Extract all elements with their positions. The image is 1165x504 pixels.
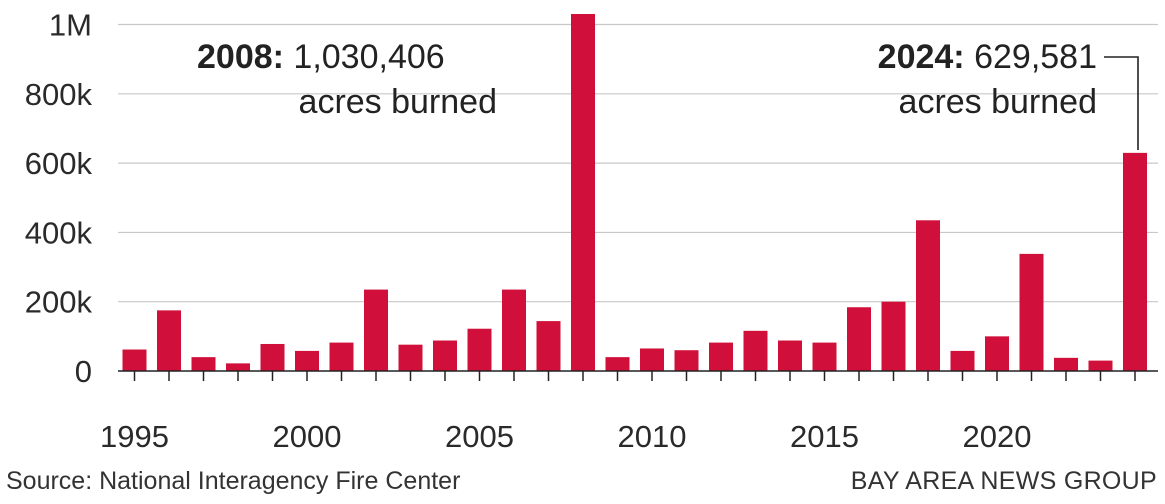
- x-tick-label: 2020: [963, 419, 1032, 454]
- annotation-2008-line1: 2008: 1,030,406: [197, 38, 445, 76]
- y-tick-label: 200k: [25, 285, 93, 320]
- bar-2013: [743, 330, 768, 371]
- credit-label: BAY AREA NEWS GROUP: [850, 467, 1157, 495]
- bar-2016: [847, 307, 871, 371]
- bar-2004: [433, 340, 457, 371]
- bar-2014: [778, 340, 802, 371]
- bar-2002: [364, 289, 388, 371]
- bar-2015: [812, 342, 837, 371]
- bar-1999: [260, 343, 285, 371]
- y-axis-tick-labels: 0 200k 400k 600k 800k 1M: [25, 8, 93, 389]
- bar-2024: [1123, 152, 1147, 371]
- bar-2001: [329, 342, 354, 371]
- annotation-2024-year: 2024:: [878, 38, 965, 76]
- y-tick-label: 1M: [49, 8, 92, 43]
- bars: [122, 14, 1147, 371]
- y-tick-label: 800k: [25, 77, 93, 112]
- bar-2011: [674, 350, 699, 371]
- bar-2019: [950, 350, 975, 371]
- x-tick-label: 2010: [618, 419, 687, 454]
- bar-2012: [709, 342, 733, 371]
- gridlines: [118, 23, 1158, 303]
- bar-1995: [122, 349, 147, 371]
- bar-2010: [640, 348, 664, 371]
- annotation-2024-line2: acres burned: [899, 83, 1097, 121]
- bar-2000: [295, 350, 319, 371]
- bar-2018: [916, 220, 940, 371]
- x-tick-label: 2005: [445, 419, 514, 454]
- bar-2023: [1088, 360, 1113, 371]
- x-tick-label: 1995: [100, 419, 169, 454]
- annotation-2008: 2008: 1,030,406 acres burned: [197, 38, 497, 121]
- annotation-2008-line2: acres burned: [299, 83, 497, 121]
- annotation-2024: 2024: 629,581 acres burned: [878, 38, 1139, 150]
- annotation-2024-value: 629,581: [974, 38, 1097, 76]
- bar-2005: [467, 328, 492, 371]
- bar-2021: [1019, 253, 1044, 371]
- bar-2020: [985, 336, 1009, 371]
- source-note: Source: National Interagency Fire Center: [6, 467, 461, 495]
- y-tick-label: 0: [75, 354, 92, 389]
- bar-2017: [881, 301, 906, 371]
- annotation-2008-value: 1,030,406: [293, 38, 444, 76]
- bar-2008: [571, 14, 595, 371]
- bar-2009: [605, 357, 630, 371]
- y-tick-label: 600k: [25, 146, 93, 181]
- bar-1996: [157, 310, 181, 371]
- bar-2003: [398, 344, 423, 371]
- bar-1998: [226, 363, 250, 371]
- x-tick-label: 2000: [273, 419, 342, 454]
- y-tick-label: 400k: [25, 215, 93, 250]
- bar-2007: [536, 321, 561, 371]
- bar-2006: [502, 289, 526, 371]
- annotation-2008-year: 2008:: [197, 38, 284, 76]
- annotation-2024-leader-line: [1104, 56, 1139, 150]
- x-axis: 1995 2000 2005 2010 2015 2020: [100, 370, 1158, 454]
- bar-1997: [191, 357, 216, 371]
- x-tick-label: 2015: [790, 419, 859, 454]
- annotation-2024-line1: 2024: 629,581: [878, 38, 1097, 76]
- bar-2022: [1054, 357, 1078, 371]
